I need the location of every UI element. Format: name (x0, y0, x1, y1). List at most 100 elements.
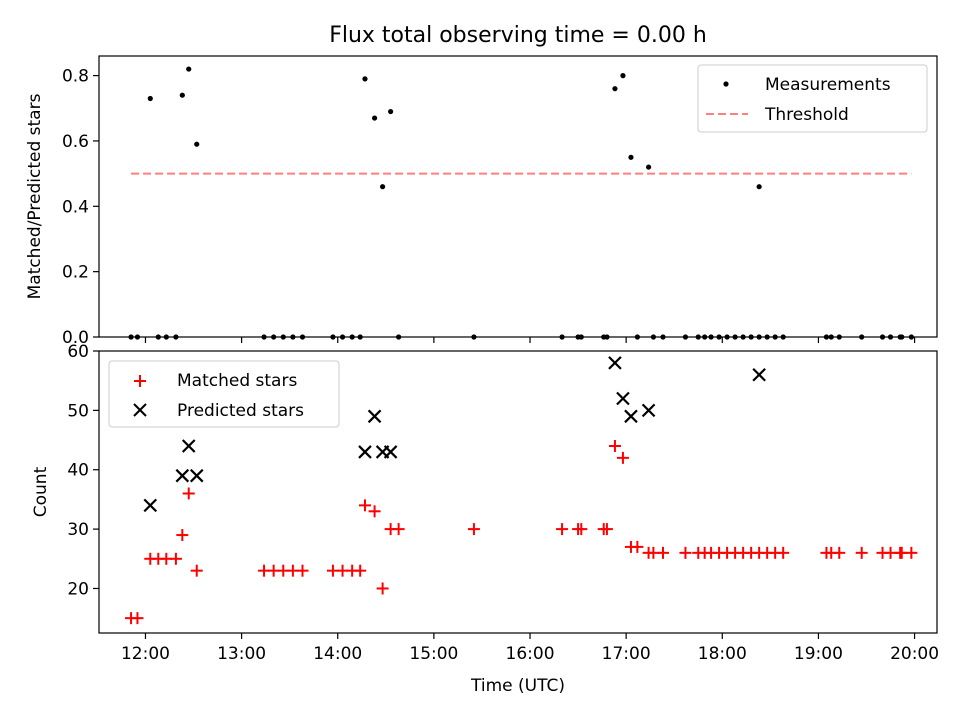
measurement-point (879, 334, 886, 340)
measurement-point (634, 334, 640, 340)
matched-star-point (855, 546, 868, 559)
measurement-point (702, 334, 708, 340)
measurement-point (908, 334, 914, 340)
measurement-point (147, 95, 153, 102)
bottom-y-tick-label: 40 (67, 461, 89, 481)
legend-threshold-label: Threshold (764, 105, 849, 125)
top-axes-frame (98, 55, 938, 338)
bottom-y-axis-label: Count (31, 466, 51, 517)
measurement-point (836, 334, 842, 340)
matched-star-point (296, 564, 309, 577)
measurement-point (604, 334, 610, 340)
matched-star-point (777, 546, 790, 559)
measurement-point (899, 334, 905, 340)
matched-star-point (376, 582, 389, 595)
measurement-point (887, 334, 894, 340)
bottom-x-axis-label: Time (UTC) (470, 676, 565, 696)
matched-star-point (679, 546, 692, 559)
measurement-point (163, 334, 169, 340)
top-legend: Measurements Threshold (697, 64, 928, 133)
measurement-point (732, 334, 738, 340)
measurement-point (271, 334, 277, 340)
matched-star-point (556, 523, 569, 536)
measurement-point (559, 334, 565, 340)
predicted-star-point-b (189, 468, 204, 483)
matched-star-point (176, 529, 189, 542)
measurement-point (740, 334, 746, 340)
predicted-star-point-b (624, 409, 638, 424)
bottom-x-tick-label: 13:00 (217, 644, 266, 664)
predicted-star-point-b (367, 409, 382, 424)
matched-star-point (368, 505, 381, 518)
matched-star-point (631, 540, 644, 553)
measurement-point (261, 334, 267, 340)
predicted-star-point-b (181, 439, 196, 453)
bottom-y-tick-label: 30 (67, 520, 89, 540)
measurement-point (380, 184, 386, 190)
measurement-point (748, 334, 754, 340)
measurement-point (645, 164, 652, 170)
predicted-star-point (367, 409, 382, 424)
matched-star-point (657, 546, 670, 559)
predicted-star-point-b (641, 403, 656, 418)
bottom-legend-box (108, 360, 340, 428)
legend-measurements-marker (723, 81, 729, 87)
measurement-point (194, 141, 200, 147)
predicted-star-point-b (608, 356, 622, 370)
bottom-x-tick-label: 15:00 (409, 644, 458, 664)
top-y-tick-label: 0.8 (62, 67, 89, 87)
matched-star-point (600, 523, 613, 536)
measurement-point (682, 334, 689, 340)
matched-star-point (131, 612, 144, 625)
predicted-star-point (383, 445, 398, 459)
measurement-point (179, 92, 185, 98)
predicted-star-point-b (616, 391, 630, 406)
bottom-y-tick-label: 60 (67, 342, 89, 362)
predicted-star-point-b (358, 445, 372, 459)
bottom-y-tick-label: 20 (67, 579, 89, 599)
predicted-star-point (358, 445, 372, 459)
top-y-tick-label: 0.6 (62, 132, 89, 152)
measurement-point (859, 334, 865, 340)
bottom-y-tick-label: 50 (67, 401, 89, 421)
matched-star-point (608, 439, 621, 452)
measurement-point (650, 334, 656, 340)
legend-predicted-marker (133, 403, 147, 417)
bottom-x-tick-label: 12:00 (121, 644, 170, 664)
measurement-point (155, 334, 161, 340)
measurement-point (173, 334, 179, 340)
measurement-point (299, 334, 306, 340)
bottom-x-tick-label: 20:00 (890, 644, 939, 664)
predicted-star-point (624, 409, 638, 424)
matched-star-point (575, 523, 588, 536)
measurement-point (660, 334, 666, 340)
measurement-point (280, 334, 286, 340)
measurement-point (828, 334, 834, 340)
measurement-point (134, 334, 141, 340)
measurement-point (716, 334, 722, 340)
predicted-star-point (752, 367, 766, 382)
measurement-point (330, 334, 336, 340)
matched-star-point (905, 546, 918, 559)
measurement-point (780, 334, 786, 340)
measurement-point (756, 184, 762, 190)
predicted-star-point (181, 439, 196, 453)
matched-star-point (182, 487, 195, 500)
predicted-star-point (143, 498, 158, 513)
legend-predicted-label: Predicted stars (177, 401, 304, 421)
measurement-point (612, 86, 618, 92)
measurement-point (349, 334, 355, 340)
measurement-point (724, 334, 730, 340)
matched-star-point (833, 546, 846, 559)
bottom-x-tick-label: 14:00 (313, 644, 362, 664)
measurement-point (764, 334, 770, 340)
measurement-point (357, 334, 363, 340)
predicted-star-point-b (752, 367, 766, 382)
predicted-star-point-b (383, 445, 398, 459)
predicted-star-point-b (175, 468, 190, 483)
measurement-point (371, 115, 378, 121)
measurement-point (578, 334, 584, 340)
bottom-x-tick-label: 16:00 (506, 644, 555, 664)
measurement-point (339, 334, 346, 340)
top-y-tick-label: 0.0 (62, 328, 89, 348)
